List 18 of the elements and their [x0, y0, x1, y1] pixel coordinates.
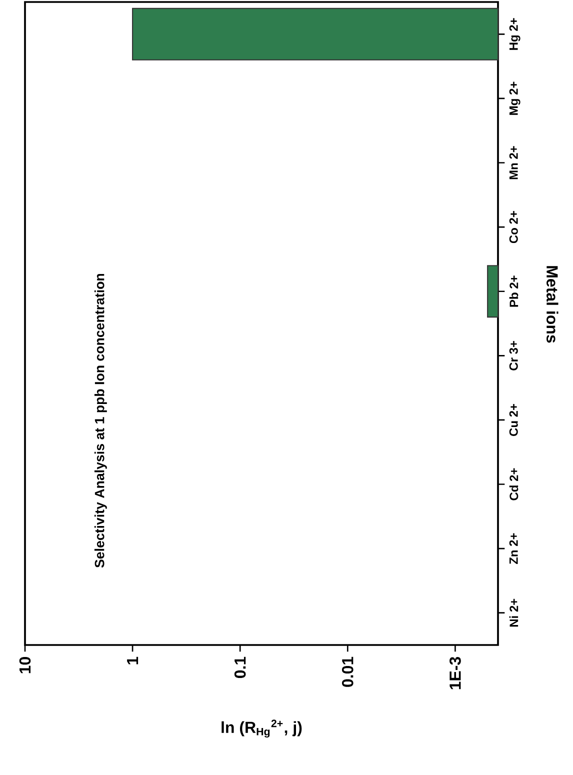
y-tick-label: Mn 2+	[509, 146, 518, 180]
y-tick-label: Co 2+	[509, 211, 518, 244]
text: Selectivity Analysis at 1 ppb Ion concentration	[94, 274, 107, 568]
y-tick-label: Mg 2+	[509, 82, 520, 115]
x-tick-label: 1	[127, 656, 138, 664]
y-tick-label: Cu 2+	[509, 404, 518, 436]
x-axis-title: ln (R$_{Hg}$$^{2+}$, j)	[222, 720, 302, 738]
x-tick-label: 0.1	[234, 656, 246, 678]
y-tick-label: Cr 3+	[509, 340, 518, 370]
y-tick-label: Hg 2+	[509, 18, 520, 50]
x-tick-label: 10	[19, 657, 31, 674]
y-tick-label: Zn 2+	[509, 533, 518, 564]
y-axis-title: Metal ions	[546, 266, 558, 343]
y-tick-label: Cd 2+	[509, 468, 518, 500]
y-tick-label: Pb 2+	[509, 276, 518, 307]
x-tick-label: 0.01	[342, 656, 354, 687]
x-tick-label: 1E-3	[450, 656, 461, 690]
y-tick-label: Ni 2+	[509, 598, 518, 627]
